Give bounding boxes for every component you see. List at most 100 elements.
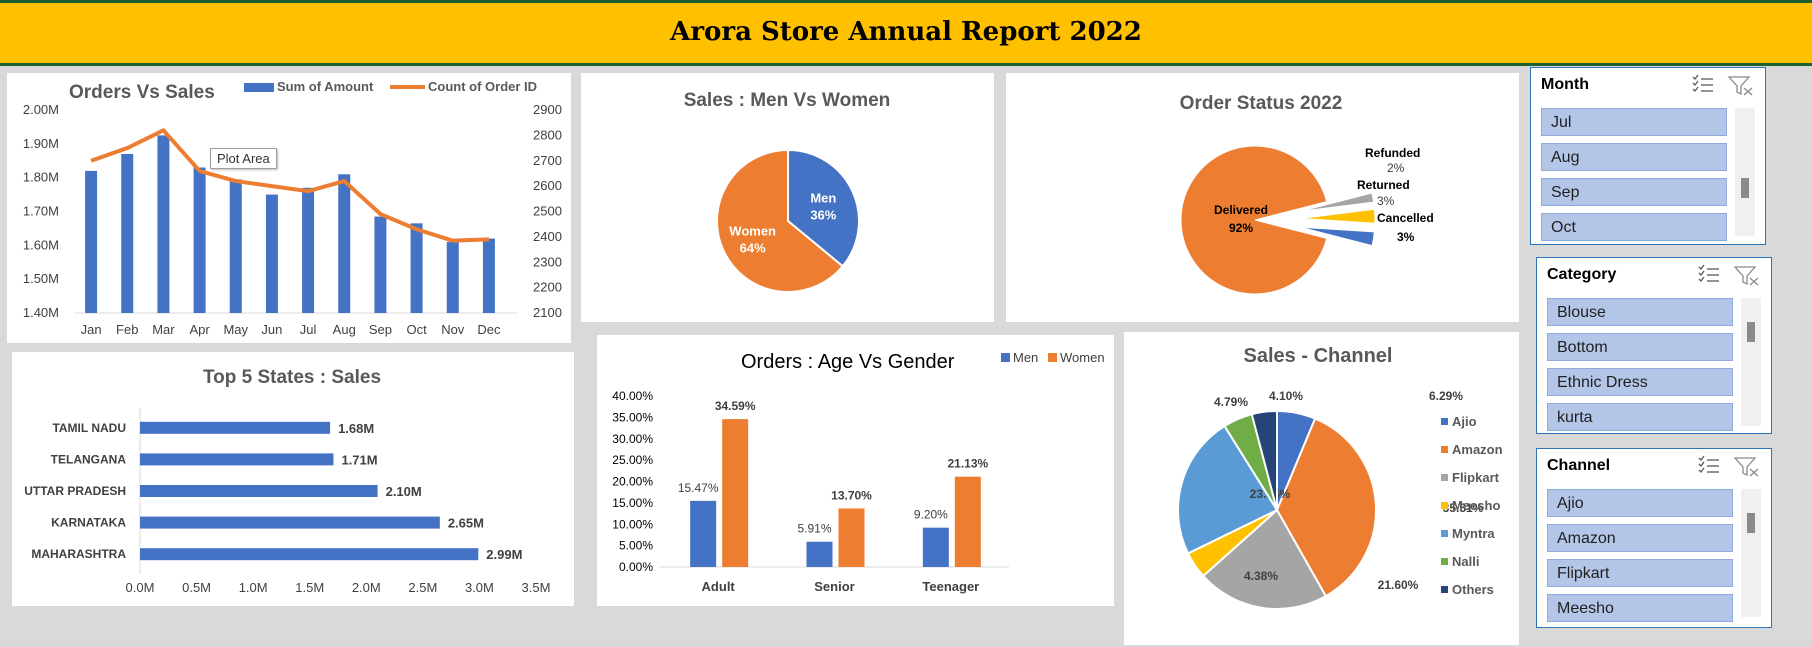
x-tick: Apr [189,322,210,337]
slicer-item[interactable]: Sep [1541,178,1727,206]
legend-label-orders: Count of Order ID [428,79,537,94]
bar-amount [338,174,351,313]
y-right-tick: 2900 [533,102,562,117]
slicer-item[interactable]: Bottom [1547,333,1733,361]
sales-channel-chart: Sales - Channel6.29%35.51%21.60%4.38%23.… [1177,345,1503,610]
pie-slice-women [716,148,845,293]
y-right-tick: 2600 [533,178,562,193]
age-vs-gender-chart: Orders : Age Vs Gender Men Women 40.00% 35.0… [612,350,1104,594]
legend-swatch [1441,586,1448,593]
legend-label-men: Men [1013,350,1038,365]
men-vs-women-panel[interactable]: Sales : Men Vs Women Men 36% Women 64% [581,73,994,322]
check-mark [1698,270,1705,276]
y-tick: 5.00% [619,539,653,553]
legend-label: Myntra [1452,526,1495,541]
legend-swatch [1441,474,1448,481]
legend-swatch-women [1048,353,1057,362]
slicer-item[interactable]: kurta [1547,403,1733,431]
multi-select-icon[interactable] [1698,455,1719,473]
x-tick: Oct [406,322,427,337]
slicer-toolbar [1698,455,1759,477]
legend-label-amount: Sum of Amount [277,79,374,94]
slicer-item[interactable]: Oct [1541,213,1727,241]
y-right-tick: 2700 [533,153,562,168]
pie-name-label: Women [729,224,776,239]
slicer-item[interactable]: Blouse [1547,298,1733,326]
orders-vs-sales-chart: Orders Vs Sales Sum of Amount Count of Ord… [23,79,562,337]
category-slicer[interactable]: Category Blouse Bottom Ethnic Dress kurta [1536,257,1772,434]
y-tick: 25.00% [612,453,653,467]
multi-select-icon[interactable] [1692,74,1713,92]
y-left-tick: 1.50M [23,271,59,286]
bar-amount [85,170,98,313]
bar-amount [265,194,278,313]
multi-select-icon[interactable] [1698,264,1719,282]
bar-state [140,548,479,561]
y-left-tick: 1.80M [23,170,59,185]
top-states-panel[interactable]: Top 5 States : Sales TAMIL NADU 1.68M TELAN… [12,352,574,606]
bar-men [690,500,717,567]
pie-slice-men [787,148,860,268]
pie-slice-returned [1300,208,1376,224]
order-status-panel[interactable]: Order Status 2022 Delivered 92% Refunded 2% R… [1006,73,1519,322]
chart-title: Orders : Age Vs Gender [741,351,955,373]
channel-slicer[interactable]: Channel Ajio Amazon Flipkart Meesho [1536,448,1772,628]
check-mark [1698,264,1705,270]
bar-amount [410,223,423,313]
legend-label: Ajio [1452,414,1477,429]
x-tick: 1.5M [295,580,324,595]
sales-channel-panel[interactable]: Sales - Channel6.29%35.51%21.60%4.38%23.… [1124,332,1519,645]
slicer-item[interactable]: Ethnic Dress [1547,368,1733,396]
slicer-scroll-thumb[interactable] [1747,513,1755,533]
y-tick: TELANGANA [51,452,127,466]
data-label: 2.10M [386,484,422,499]
bar-women [722,419,749,567]
legend-label: Flipkart [1452,470,1500,485]
channel-slicer-title: Channel [1547,457,1611,474]
slicer-item[interactable]: Ajio [1547,489,1733,517]
check-mark [1698,461,1705,467]
pie-value-label: 21.60% [1378,578,1419,592]
legend-label: Nalli [1452,554,1479,569]
slicer-item[interactable]: Meesho [1547,594,1733,622]
bar-state [140,485,378,497]
clear-filter-icon[interactable] [1733,457,1759,477]
chart-title: Order Status 2022 [1180,93,1343,114]
pie-name-label: Delivered [1214,203,1268,217]
slicer-scroll-thumb[interactable] [1747,322,1755,342]
data-label: 15.47% [678,481,719,495]
slicer-item[interactable]: Aug [1541,143,1727,171]
month-slicer[interactable]: Month Jul Aug Sep Oct [1530,67,1766,245]
x-tick: Feb [116,322,138,337]
y-right-tick: 2100 [533,305,562,320]
slicer-scroll-thumb[interactable] [1741,178,1749,198]
clear-filter-icon[interactable] [1733,266,1759,286]
pie-slice-others [1250,409,1278,511]
x-tick: 0.0M [126,580,155,595]
slicer-item[interactable]: Jul [1541,108,1727,136]
pie-name-label: Men [810,190,836,205]
slicer-item[interactable]: Flipkart [1547,559,1733,587]
men-vs-women-chart: Sales : Men Vs Women Men 36% Women 64% [684,90,890,293]
legend-label: Meesho [1452,498,1500,513]
y-tick: 35.00% [612,410,653,424]
slicer-scrollbar[interactable] [1735,108,1755,236]
legend-swatch [1441,418,1448,425]
line-orders [90,128,489,243]
orders-vs-sales-panel[interactable]: Orders Vs Sales Sum of Amount Count of Ord… [7,73,571,343]
category-slicer-title: Category [1547,266,1617,283]
y-tick: TAMIL NADU [52,421,126,435]
x-tick: Mar [152,322,175,337]
slicer-scrollbar[interactable] [1741,489,1761,617]
slicer-item[interactable]: Amazon [1547,524,1733,552]
y-tick: KARNATAKA [51,516,126,530]
top-states-chart: Top 5 States : Sales TAMIL NADU 1.68M TELAN… [24,367,550,595]
data-label: 13.70% [831,488,872,502]
y-tick: 40.00% [612,389,653,403]
age-vs-gender-panel[interactable]: Orders : Age Vs Gender Men Women 40.00% 35.0… [597,335,1114,606]
y-right-tick: 2300 [533,254,562,269]
clear-filter-icon[interactable] [1727,76,1753,96]
slicer-scrollbar[interactable] [1741,298,1761,426]
bar-men [922,527,949,567]
bar-women [838,508,865,567]
